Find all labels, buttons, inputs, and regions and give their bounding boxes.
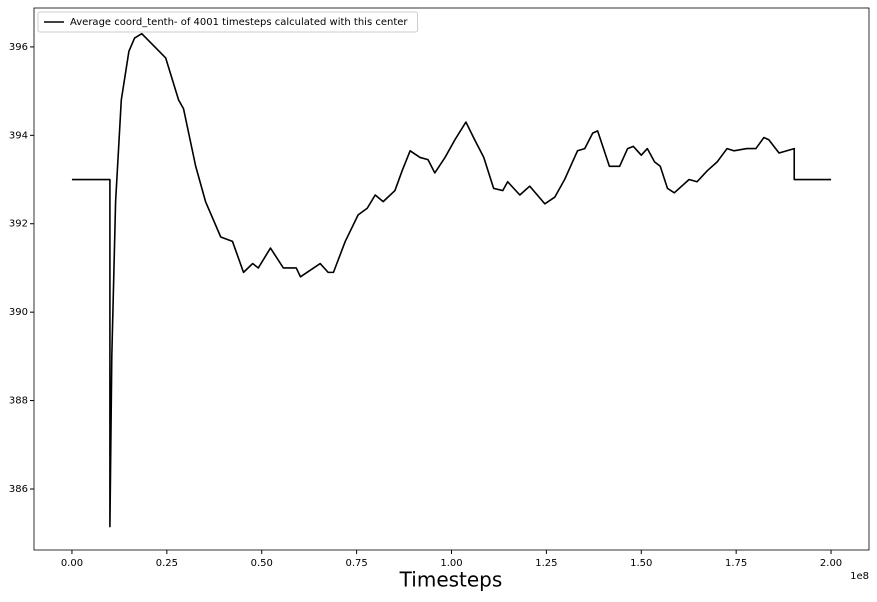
plot-frame — [33, 7, 870, 551]
x-tick-label: 0.50 — [251, 558, 273, 569]
y-tick-label: 390 — [9, 307, 28, 318]
legend-box — [37, 11, 419, 33]
y-tick-label: 396 — [9, 42, 28, 53]
x-tick-label: 1.75 — [725, 558, 747, 569]
x-tick-label: 0.00 — [61, 558, 83, 569]
x-tick-label: 1.25 — [535, 558, 557, 569]
y-tick-label: 386 — [9, 484, 28, 495]
x-tick-label: 1.50 — [630, 558, 652, 569]
x-axis-label: Timesteps — [399, 568, 503, 592]
y-tick-label: 392 — [9, 219, 28, 230]
x-tick-label: 0.25 — [156, 558, 178, 569]
x-tick-label: 1.00 — [440, 558, 462, 569]
x-tick-label: 2.00 — [820, 558, 842, 569]
data-line — [71, 32, 832, 528]
y-tick-label: 388 — [9, 396, 28, 407]
x-offset-label: 1e8 — [850, 571, 869, 582]
y-tick-label: 394 — [9, 130, 28, 141]
legend-label: Average coord_tenth- of 4001 timesteps c… — [70, 17, 408, 28]
x-tick-label: 0.75 — [345, 558, 367, 569]
